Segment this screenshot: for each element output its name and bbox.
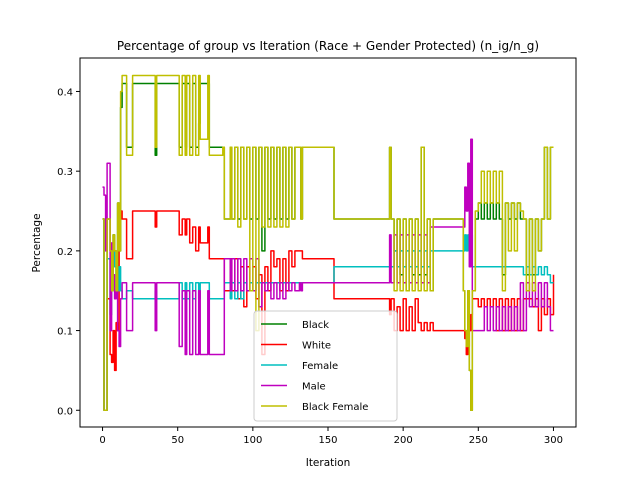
legend-label: Black	[302, 320, 329, 331]
legend-label: White	[302, 341, 331, 352]
x-tick-label: 150	[318, 435, 337, 446]
x-tick-label: 200	[394, 435, 413, 446]
y-tick-label: 0.1	[57, 327, 73, 338]
x-tick-label: 250	[469, 435, 488, 446]
y-tick-label: 0.0	[57, 406, 73, 417]
x-tick-label: 300	[544, 435, 563, 446]
series-layer	[102, 74, 555, 412]
chart-title: Percentage of group vs Iteration (Race +…	[117, 39, 539, 53]
legend-label: Male	[302, 382, 326, 393]
x-tick-label: 100	[243, 435, 262, 446]
legend-frame	[253, 310, 398, 422]
x-axis: 0 50 100 150 200 250 300	[99, 427, 563, 446]
y-tick-label: 0.2	[57, 247, 73, 258]
legend-label: Black Female	[302, 402, 368, 413]
legend: Black White Female Male Black Female	[253, 310, 398, 422]
y-axis: 0.0 0.1 0.2 0.3 0.4	[57, 87, 80, 417]
x-axis-title: Iteration	[306, 457, 351, 469]
series-line-5	[102, 74, 554, 412]
series-line-4	[102, 138, 554, 356]
x-tick-label: 50	[171, 435, 184, 446]
legend-label: Female	[302, 361, 338, 372]
y-axis-title: Percentage	[31, 213, 43, 272]
x-tick-label: 0	[99, 435, 105, 446]
y-tick-label: 0.4	[57, 87, 73, 98]
y-tick-label: 0.3	[57, 167, 73, 178]
